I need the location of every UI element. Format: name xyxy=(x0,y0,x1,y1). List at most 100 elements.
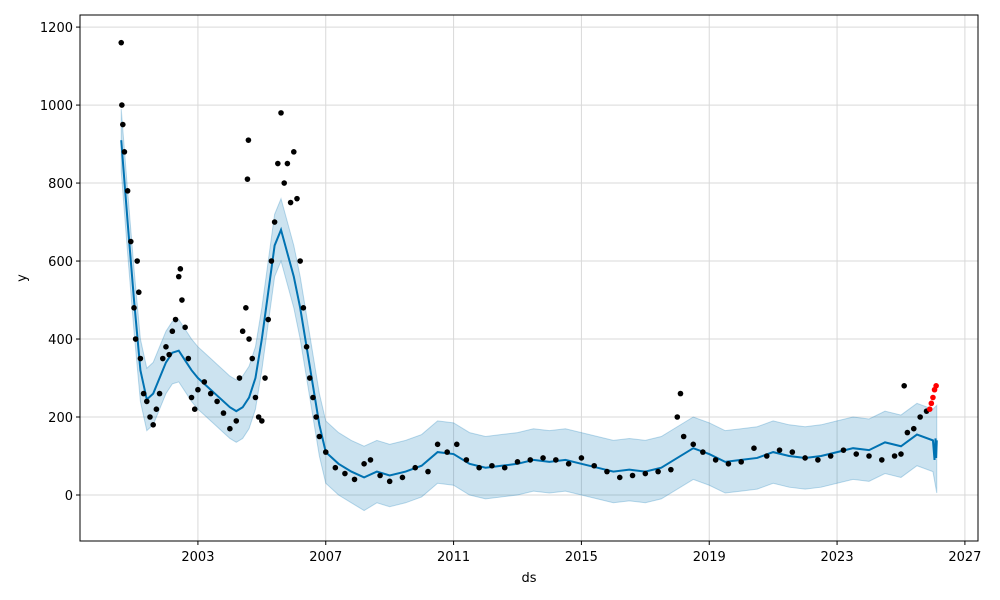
data-point xyxy=(332,464,339,471)
data-point xyxy=(901,383,907,389)
data-point xyxy=(655,468,661,475)
data-point xyxy=(489,462,495,469)
data-point xyxy=(300,305,307,311)
data-point xyxy=(259,418,265,424)
data-point xyxy=(712,457,719,463)
data-point xyxy=(236,375,243,381)
y-tick-label: 1200 xyxy=(40,21,73,36)
data-point xyxy=(195,386,201,393)
data-point xyxy=(677,390,684,397)
data-point xyxy=(121,149,128,155)
data-point xyxy=(434,441,441,448)
uncertainty-band xyxy=(120,108,938,512)
data-point xyxy=(527,457,534,463)
data-point xyxy=(668,466,674,473)
data-point xyxy=(553,457,559,463)
data-point xyxy=(128,238,134,245)
data-point xyxy=(351,476,358,483)
data-point xyxy=(182,324,188,331)
data-point xyxy=(188,394,195,401)
data-point xyxy=(119,102,125,108)
data-point xyxy=(827,453,834,459)
data-point xyxy=(287,199,294,206)
data-point xyxy=(725,460,732,467)
data-point xyxy=(690,441,697,448)
data-point xyxy=(604,468,610,475)
y-tick-label: 1000 xyxy=(40,99,73,114)
data-point xyxy=(898,451,904,457)
y-tick-label: 800 xyxy=(48,177,73,192)
data-point xyxy=(616,474,623,481)
data-point xyxy=(271,219,278,225)
x-tick-label: 2019 xyxy=(693,550,726,565)
data-point xyxy=(179,297,185,303)
data-point xyxy=(278,110,284,116)
data-point xyxy=(185,355,192,362)
data-point xyxy=(303,344,310,350)
data-point xyxy=(540,455,546,461)
x-tick-label: 2027 xyxy=(948,550,981,565)
x-axis-label: ds xyxy=(521,571,536,586)
data-point xyxy=(131,305,137,311)
data-point xyxy=(738,459,744,465)
data-point xyxy=(306,375,313,381)
data-point xyxy=(853,451,860,457)
plot-frame xyxy=(79,14,979,542)
data-point xyxy=(166,351,172,358)
data-point xyxy=(297,258,303,264)
y-tick-label: 200 xyxy=(48,411,73,426)
data-point xyxy=(904,429,911,436)
data-point xyxy=(252,394,259,401)
data-point xyxy=(910,425,917,432)
data-point xyxy=(169,328,176,335)
data-point xyxy=(132,336,139,342)
y-tick-label: 600 xyxy=(48,255,73,270)
data-point xyxy=(275,160,281,167)
data-point xyxy=(322,449,329,455)
data-point xyxy=(281,180,288,186)
data-point xyxy=(425,468,431,475)
y-tick-label: 400 xyxy=(48,333,73,348)
data-point xyxy=(412,464,419,471)
data-point xyxy=(316,433,323,440)
data-point xyxy=(175,273,182,280)
x-tick-label: 2023 xyxy=(821,550,854,565)
data-point xyxy=(386,478,393,485)
data-point xyxy=(453,441,460,448)
data-point xyxy=(476,464,482,471)
data-point xyxy=(290,149,297,155)
data-point xyxy=(156,390,163,397)
data-point xyxy=(227,425,233,432)
data-point xyxy=(262,375,268,381)
data-point xyxy=(776,447,783,453)
forecast-line xyxy=(120,140,938,479)
data-point xyxy=(514,459,521,465)
data-point xyxy=(399,474,406,481)
data-point xyxy=(840,447,847,453)
data-point xyxy=(377,472,383,479)
data-point xyxy=(879,457,885,463)
data-point xyxy=(268,258,275,264)
data-point xyxy=(153,406,160,413)
data-point xyxy=(136,289,142,296)
x-tick-label: 2007 xyxy=(309,550,342,565)
data-point xyxy=(578,455,585,461)
data-point xyxy=(926,406,933,413)
data-point xyxy=(629,472,636,479)
data-point xyxy=(680,433,687,440)
x-tick-label: 2015 xyxy=(565,550,598,565)
data-point xyxy=(928,400,935,407)
data-point xyxy=(294,195,300,202)
data-point xyxy=(700,449,706,455)
data-point xyxy=(245,137,252,143)
data-point xyxy=(361,460,367,467)
y-axis-label: y xyxy=(15,274,30,282)
data-point xyxy=(207,390,214,397)
data-point xyxy=(191,406,198,413)
data-point xyxy=(177,266,184,272)
y-tick-label: 0 xyxy=(65,489,73,504)
data-point xyxy=(284,160,291,167)
data-point xyxy=(214,398,220,405)
